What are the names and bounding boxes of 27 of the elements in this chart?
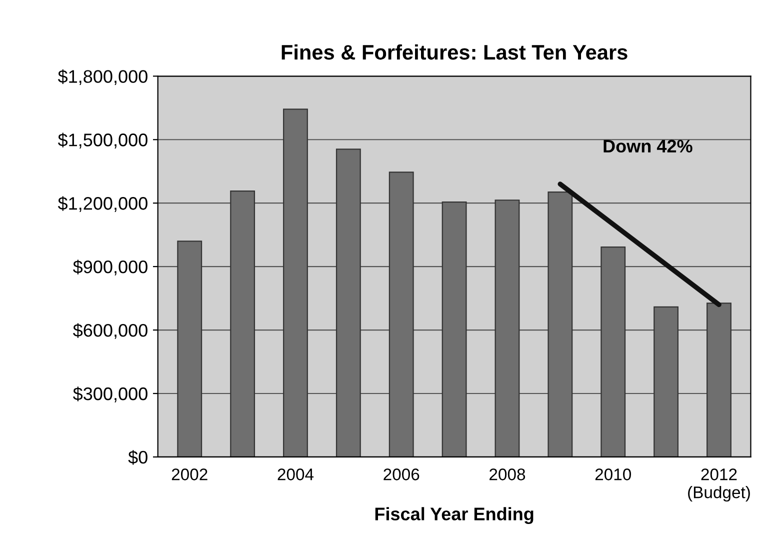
- bar: [230, 190, 256, 457]
- x-tick-label: 2010: [595, 468, 631, 480]
- y-tick-label: $1,800,000: [58, 69, 148, 86]
- bar: [177, 240, 202, 457]
- x-tick-label: 2012 (Budget): [688, 468, 750, 502]
- y-tick-label: $0: [128, 450, 148, 465]
- bar: [706, 302, 732, 457]
- bar: [654, 306, 679, 457]
- y-tick-label: $300,000: [73, 386, 148, 402]
- bar: [336, 148, 361, 457]
- y-tick-label: $1,500,000: [58, 132, 148, 148]
- x-tick-label: 2006: [384, 468, 420, 480]
- y-tick-label: $1,200,000: [58, 196, 148, 212]
- bar: [494, 200, 520, 457]
- x-tick-label: 2004: [278, 468, 314, 480]
- y-tick-label: $900,000: [73, 260, 148, 276]
- y-tick-label: $600,000: [73, 323, 148, 339]
- bar: [442, 201, 467, 457]
- annotation: Down 42%: [604, 140, 692, 153]
- bar: [548, 192, 573, 457]
- x-tick-label: 2002: [172, 468, 208, 480]
- x-tick-label: 2008: [490, 468, 526, 480]
- x-axis-title: Fiscal Year Ending: [375, 507, 534, 524]
- bar: [283, 108, 308, 457]
- bar: [388, 172, 414, 457]
- chart-title: Fines & Forfeitures: Last Ten Years: [282, 44, 628, 60]
- bar: [600, 246, 626, 457]
